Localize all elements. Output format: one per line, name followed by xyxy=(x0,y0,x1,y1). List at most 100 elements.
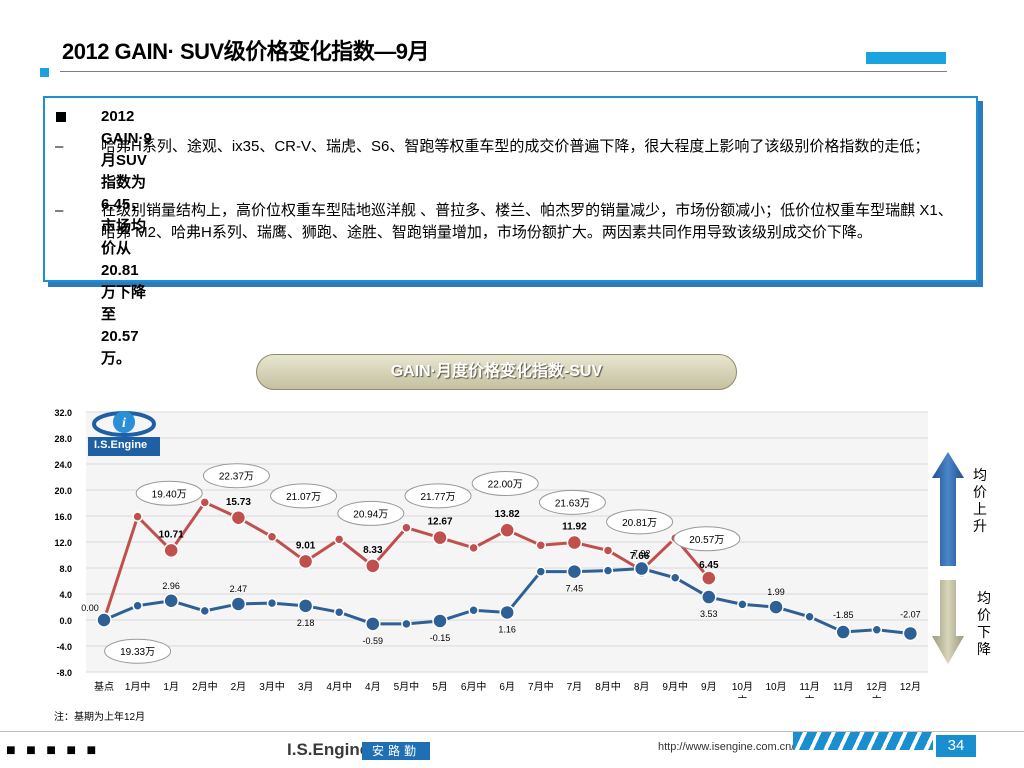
arrow-down-icon xyxy=(932,580,964,664)
summary-bullet-text: 哈弗H系列、途观、ix35、CR-V、瑞虎、S6、智跑等权重车型的成交价普遍下降… xyxy=(101,138,930,155)
red-data-point xyxy=(468,542,479,554)
title-divider xyxy=(60,71,947,72)
isengine-logo: i I.S.Engine xyxy=(88,410,160,456)
x-tick-label: 基点 xyxy=(94,680,114,693)
blue-data-point xyxy=(835,624,851,640)
footer-stripes xyxy=(793,732,933,750)
red-data-point xyxy=(701,570,717,586)
blue-data-label: 2.47 xyxy=(230,584,248,594)
svg-text:i: i xyxy=(122,416,126,431)
line-chart: 32.0 28.0 24.0 20.0 16.0 12.0 8.0 4.0 0.0 -4.0 -8.… xyxy=(54,408,928,698)
x-tick-label: 10月 xyxy=(765,681,786,693)
price-callout-text: 20.94万 xyxy=(353,509,388,520)
logo-text: I.S.Engine xyxy=(94,439,148,451)
x-tick-label: 3月 xyxy=(298,681,314,693)
blue-data-point xyxy=(499,604,515,621)
blue-data-point xyxy=(432,613,448,629)
arrow-up-icon xyxy=(932,452,964,566)
blue-data-point xyxy=(602,565,614,576)
down-label: 均价下降 xyxy=(977,590,991,657)
blue-data-label: 1.99 xyxy=(767,587,785,597)
red-data-point xyxy=(230,510,247,526)
blue-data-point xyxy=(804,611,815,622)
x-tick-label: 2月中 xyxy=(192,680,218,693)
footnote: 注：基期为上年12月 xyxy=(54,712,146,723)
blue-data-point xyxy=(737,599,748,610)
x-tick-label-suffix: 中 xyxy=(872,694,882,698)
price-callout-text: 19.33万 xyxy=(120,647,155,658)
page-number: 34 xyxy=(936,735,976,757)
blue-data-point xyxy=(297,598,314,614)
blue-data-label: 2.96 xyxy=(162,581,180,591)
y-tick-label: -8.0 xyxy=(56,668,72,678)
x-tick-label: 1月 xyxy=(163,681,179,693)
y-tick-label: 20.0 xyxy=(54,486,72,496)
price-callout xyxy=(270,483,338,509)
price-callout xyxy=(404,483,472,509)
blue-data-label: -2.07 xyxy=(900,609,921,619)
blue-data-label: 2.18 xyxy=(297,618,315,628)
price-callout xyxy=(104,638,172,664)
blue-data-point xyxy=(535,566,547,577)
side-arrows xyxy=(932,452,964,664)
y-tick-label: 32.0 xyxy=(54,408,72,418)
summary-headline: 2012 GAIN·9月SUV指数为6.45，市场均价从20.81万下降至20.… xyxy=(101,108,152,367)
y-tick-label: 4.0 xyxy=(59,590,72,600)
y-tick-label: 0.0 xyxy=(59,616,72,626)
red-data-point xyxy=(535,540,547,551)
red-data-point xyxy=(266,531,278,543)
x-tick-label: 5月 xyxy=(432,681,448,693)
x-tick-label: 6月中 xyxy=(461,680,487,693)
x-tick-label: 3月中 xyxy=(259,680,285,693)
x-tick-label: 9月中 xyxy=(662,680,688,693)
blue-data-point xyxy=(199,605,211,617)
red-data-label: 15.73 xyxy=(226,497,251,508)
red-data-label: 6.45 xyxy=(699,560,719,571)
red-data-point xyxy=(297,553,314,570)
red-data-label: 11.92 xyxy=(562,522,587,533)
dash-bullet: – xyxy=(55,138,64,155)
price-callout-text: 21.63万 xyxy=(555,498,590,509)
x-tick-label: 9月 xyxy=(701,681,717,693)
blue-data-point xyxy=(333,606,345,618)
blue-data-label: -0.15 xyxy=(430,633,451,643)
blue-data-label: 7.92 xyxy=(633,549,651,559)
red-data-point xyxy=(132,511,143,522)
blue-data-point xyxy=(96,612,112,628)
blue-data-point xyxy=(902,625,919,642)
price-callout xyxy=(135,480,203,506)
x-tick-label: 12月 xyxy=(900,681,921,693)
red-data-point xyxy=(365,558,381,574)
blue-data-label: 1.16 xyxy=(498,624,516,634)
x-tick-label: 7月中 xyxy=(528,680,554,693)
x-tick-label: 11月 xyxy=(799,681,819,693)
title-accent-bar xyxy=(866,52,946,64)
price-callout xyxy=(673,526,741,552)
red-data-point xyxy=(163,542,179,559)
page-title: 2012 GAIN· SUV级价格变化指数—9月 xyxy=(62,39,429,64)
x-tick-label: 8月 xyxy=(634,681,650,693)
price-callout xyxy=(471,471,539,496)
up-label: 均价上升 xyxy=(973,467,987,534)
x-tick-label-suffix: 中 xyxy=(737,694,747,698)
blue-data-point xyxy=(468,605,479,616)
x-tick-label: 11月 xyxy=(833,681,853,693)
blue-data-label: 0.00 xyxy=(81,603,99,613)
price-callout xyxy=(538,489,606,515)
footer-url[interactable]: http://www.isengine.com.cn/ xyxy=(658,741,795,753)
footer-brand-cn: 安路勤 xyxy=(362,742,430,760)
price-callout-text: 19.40万 xyxy=(152,489,187,500)
chart-header: GAIN·月度价格变化指数-SUV xyxy=(256,354,737,390)
blue-data-point xyxy=(701,589,717,605)
red-data-point xyxy=(499,522,515,538)
x-tick-label: 4月中 xyxy=(326,680,352,693)
blue-data-label: 7.45 xyxy=(566,584,584,594)
x-tick-label-suffix: 中 xyxy=(805,694,815,698)
title-marker xyxy=(40,68,49,77)
price-callout-text: 21.77万 xyxy=(420,492,455,503)
blue-data-label: -1.85 xyxy=(833,610,854,620)
red-data-point xyxy=(566,534,583,551)
y-tick-label: 16.0 xyxy=(54,512,72,522)
blue-data-point xyxy=(230,596,247,612)
blue-data-label: 3.53 xyxy=(700,609,718,619)
